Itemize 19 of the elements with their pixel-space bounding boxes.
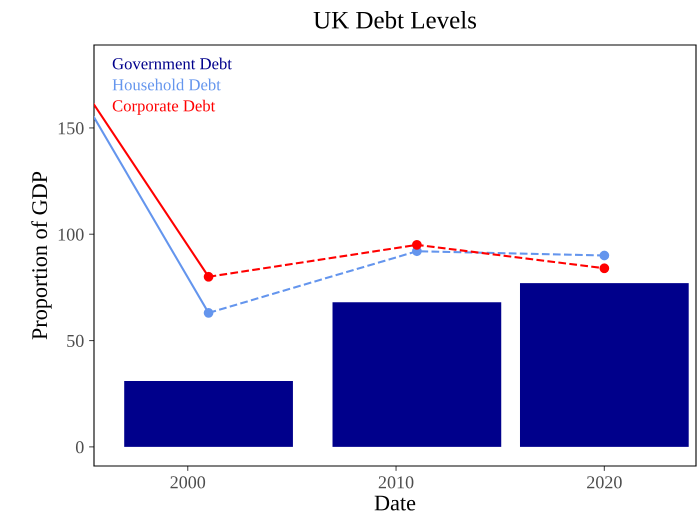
point (412, 240, 422, 250)
y-tick-label: 50 (67, 334, 84, 347)
text: Government Debt (112, 58, 232, 70)
y-axis-title: Proportion of GDP (31, 172, 52, 340)
x-tick-label: 2010 (378, 476, 414, 488)
bar (124, 380, 293, 447)
bar (332, 302, 502, 447)
x-axis-title: Date (374, 496, 416, 511)
bar (520, 283, 689, 447)
x-tick-label: 2000 (170, 476, 206, 488)
y-tick-label: 100 (58, 228, 84, 241)
y-tick-label: 150 (58, 122, 84, 134)
y-tick-label: 0 (76, 441, 84, 454)
point (599, 250, 610, 260)
chart-title: UK Debt Levels (314, 10, 476, 29)
text: Corporate Debt (112, 100, 216, 115)
point (599, 263, 610, 274)
text: Household Debt (112, 78, 221, 90)
x-tick-label: 2020 (587, 476, 622, 488)
